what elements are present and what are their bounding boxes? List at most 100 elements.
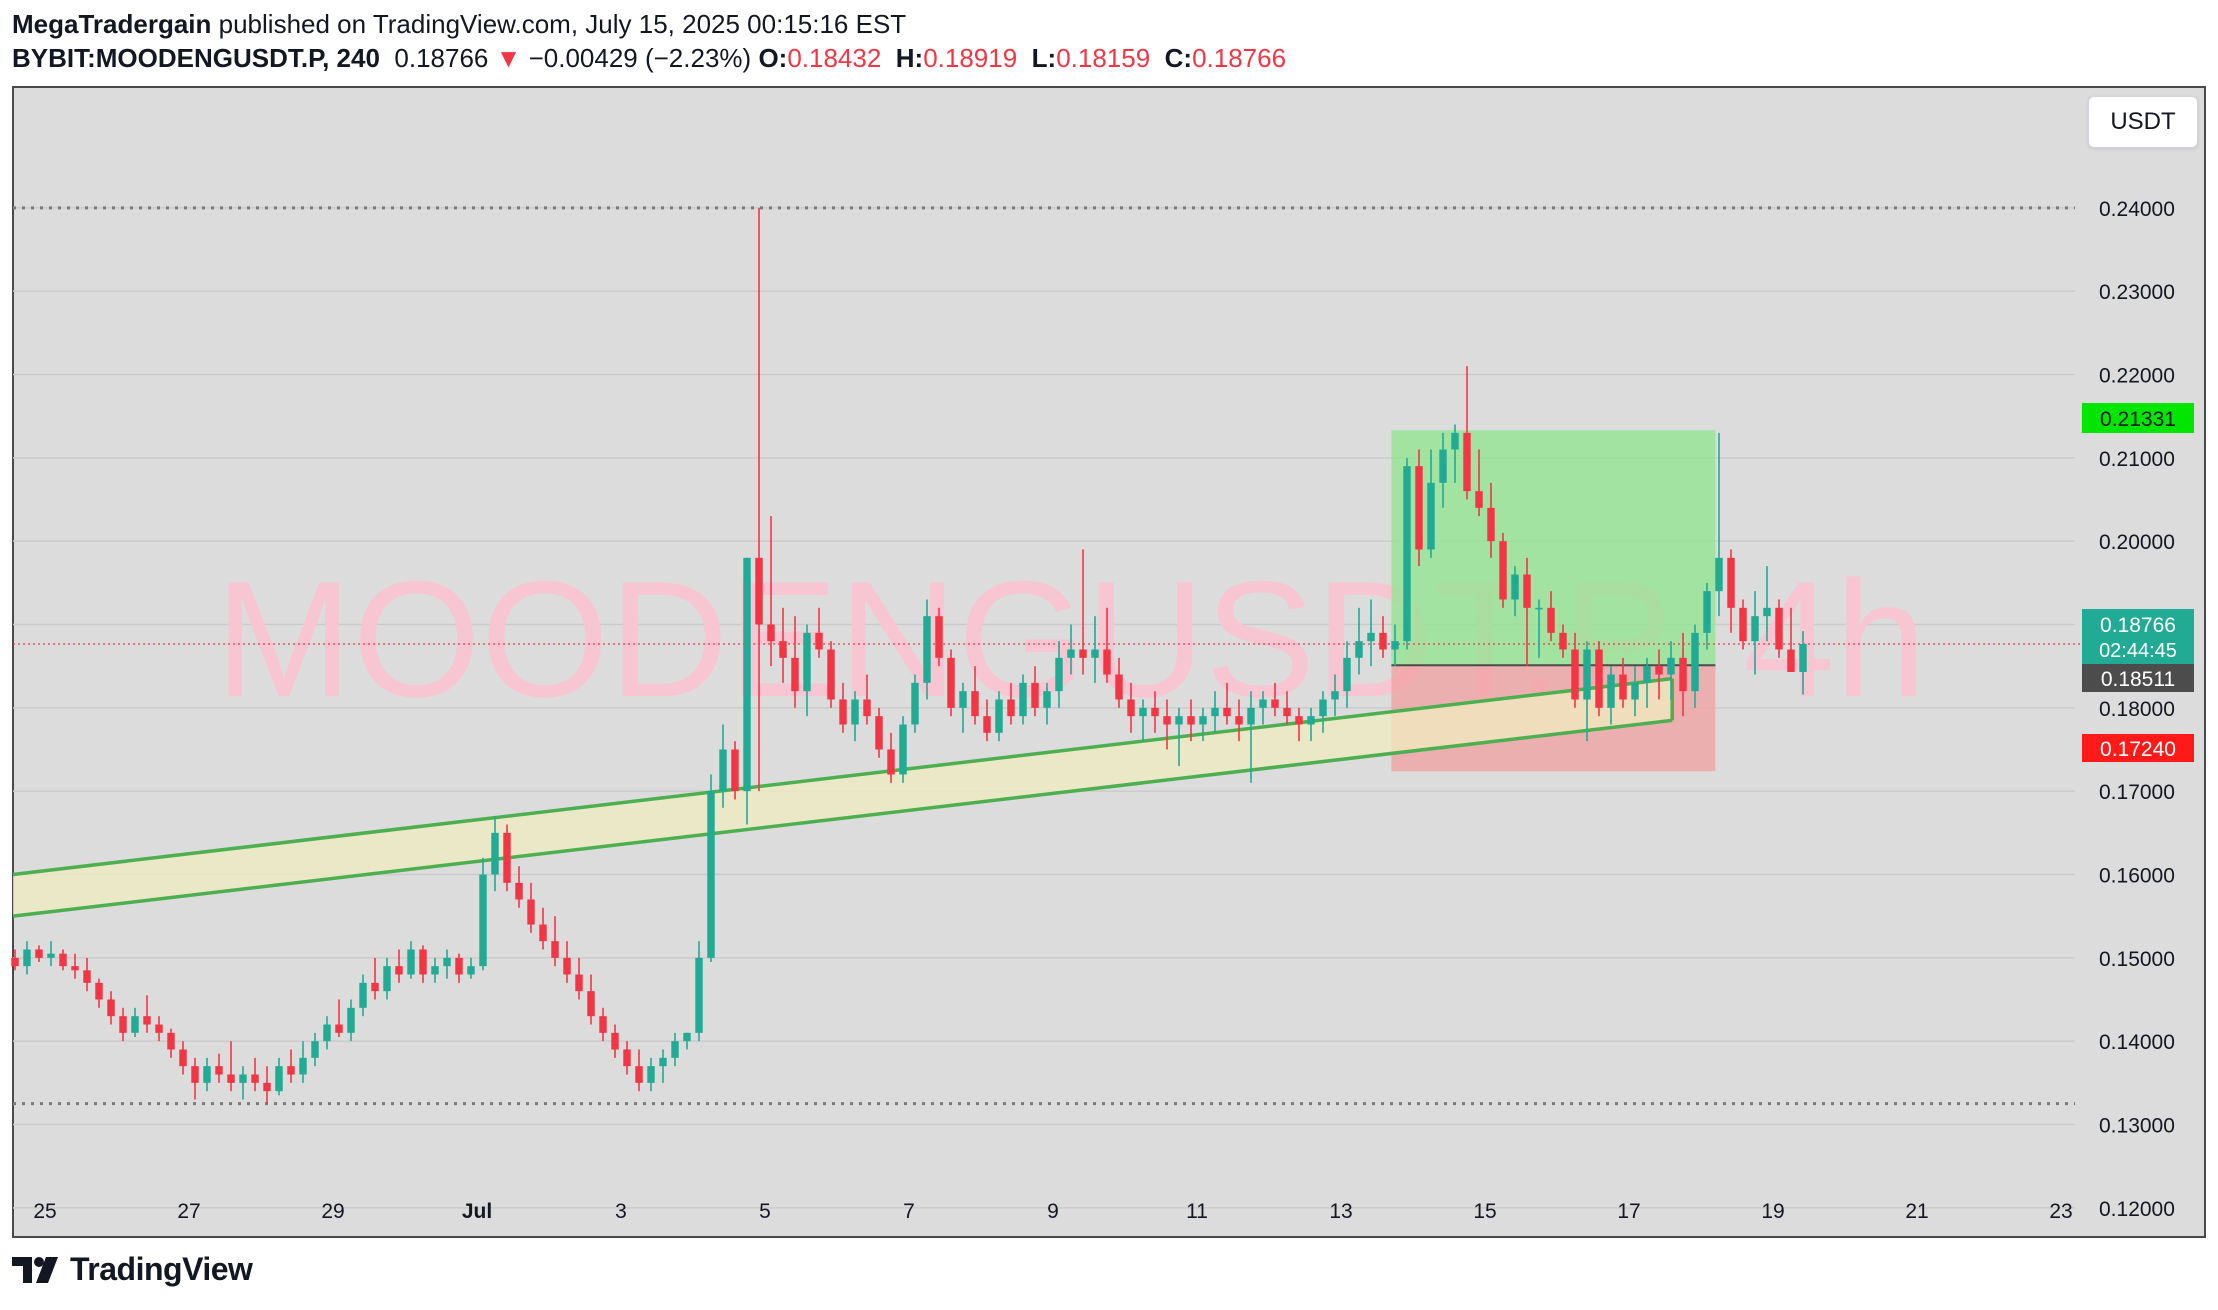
bearish-candle xyxy=(767,624,775,642)
bullish-candle xyxy=(311,1041,319,1058)
bullish-candle xyxy=(131,1016,139,1033)
bullish-candle xyxy=(1667,657,1675,675)
bullish-candle xyxy=(683,1032,691,1042)
tradingview-wordmark: TradingView xyxy=(70,1251,253,1287)
bullish-candle xyxy=(1319,699,1327,717)
bearish-candle xyxy=(755,557,763,625)
bearish-candle xyxy=(1115,674,1123,700)
bearish-candle xyxy=(1223,707,1231,717)
price-labels: 0.21331 0.18766 02:44:45 0.18511 0.17240 xyxy=(2082,403,2194,762)
bearish-candle xyxy=(827,649,835,700)
bearish-candle xyxy=(1415,466,1423,550)
entry-price-label: 0.18511 xyxy=(2101,668,2175,691)
bearish-candle xyxy=(1559,632,1567,650)
y-tick-label: 0.12000 xyxy=(2099,1198,2175,1221)
bearish-candle xyxy=(791,657,799,692)
x-tick-label: 9 xyxy=(1047,1200,1059,1223)
publish-text: published on TradingView.com, July 15, 2… xyxy=(218,9,907,39)
y-tick-label: 0.13000 xyxy=(2099,1115,2175,1138)
bullish-candle xyxy=(1427,482,1435,550)
bearish-candle xyxy=(551,941,559,958)
bearish-candle xyxy=(1739,607,1747,642)
bearish-candle xyxy=(587,991,595,1017)
bearish-candle xyxy=(839,699,847,725)
tradingview-logo[interactable]: TradingView xyxy=(12,1251,253,1288)
bearish-candle xyxy=(395,966,403,975)
channel-upper-line[interactable] xyxy=(12,676,1673,877)
author-name[interactable]: MegaTradergain xyxy=(12,9,212,39)
bullish-candle xyxy=(407,949,415,975)
bearish-candle xyxy=(1787,649,1795,672)
price-change: −0.00429 (−2.23%) xyxy=(528,43,752,73)
stop-label-bg xyxy=(2082,734,2194,762)
price-axis[interactable]: 0.240000.230000.220000.210000.200000.190… xyxy=(2099,198,2175,1221)
bullish-candle xyxy=(851,699,859,725)
ascending-channel[interactable] xyxy=(12,676,1674,918)
bearish-candle xyxy=(167,1032,175,1050)
bullish-candle xyxy=(323,1024,331,1042)
bearish-candle xyxy=(143,1016,151,1025)
channel-lower-line[interactable] xyxy=(12,718,1673,918)
current-label-bg xyxy=(2082,609,2194,667)
bullish-candle xyxy=(1511,574,1519,600)
bearish-candle xyxy=(623,1049,631,1067)
x-tick-label: 15 xyxy=(1473,1200,1496,1223)
bearish-candle xyxy=(1475,491,1483,508)
bullish-candle xyxy=(491,832,499,875)
close-value: 0.18766 xyxy=(1192,43,1287,73)
bearish-candle xyxy=(119,1016,127,1033)
bullish-candle xyxy=(1391,641,1399,650)
channel-fill xyxy=(13,678,1673,917)
current-price-label: 0.18766 xyxy=(2100,614,2176,637)
y-tick-label: 0.23000 xyxy=(2099,281,2175,304)
bearish-candle xyxy=(1523,574,1531,608)
currency-button[interactable]: USDT xyxy=(2088,96,2198,148)
bullish-candle xyxy=(695,957,703,1033)
bearish-candle xyxy=(59,953,67,967)
change-arrow-icon: ▼ xyxy=(495,43,522,73)
time-axis[interactable]: 25 27 29 Jul 3 5 7 9 11 13 15 17 19 21 23 xyxy=(33,1200,2072,1223)
bullish-candle xyxy=(1607,674,1615,708)
y-tick-label: 0.22000 xyxy=(2099,365,2175,388)
bearish-candle xyxy=(815,632,823,650)
x-tick-label: 21 xyxy=(1905,1200,1928,1223)
bullish-candle xyxy=(959,691,967,708)
bullish-candle xyxy=(47,953,55,958)
x-tick-label: Jul xyxy=(462,1200,492,1223)
bullish-candle xyxy=(443,957,451,967)
bullish-candle xyxy=(1067,649,1075,658)
bullish-candle xyxy=(911,682,919,725)
bearish-candle xyxy=(215,1066,223,1075)
target-label-bg xyxy=(2082,403,2194,433)
bearish-candle xyxy=(107,999,115,1017)
x-tick-label: 19 xyxy=(1761,1200,1784,1223)
bullish-candle xyxy=(995,699,1003,733)
bullish-candle xyxy=(719,749,727,792)
publish-info: MegaTradergain published on TradingView.… xyxy=(12,8,906,40)
bullish-candle xyxy=(1703,591,1711,633)
y-tick-label: 0.16000 xyxy=(2099,865,2175,888)
bullish-candle xyxy=(1019,682,1027,717)
symbol-title[interactable]: BYBIT:MOODENGUSDT.P, 240 xyxy=(12,43,380,73)
bullish-candle xyxy=(479,874,487,967)
bullish-candle xyxy=(1055,657,1063,692)
bearish-candle xyxy=(599,1016,607,1033)
x-tick-label: 3 xyxy=(615,1200,627,1223)
bearish-candle xyxy=(935,616,943,658)
bullish-candle xyxy=(1583,649,1591,700)
bullish-candle xyxy=(1355,641,1363,658)
bearish-candle xyxy=(71,966,79,971)
bearish-candle xyxy=(35,949,43,958)
bearish-candle xyxy=(1727,557,1735,608)
bullish-candle xyxy=(1643,666,1651,683)
x-tick-label: 5 xyxy=(759,1200,771,1223)
bullish-candle xyxy=(671,1041,679,1058)
bearish-candle xyxy=(263,1082,271,1092)
x-tick-label: 25 xyxy=(33,1200,56,1223)
y-tick-label: 0.17000 xyxy=(2099,781,2175,804)
bearish-candle xyxy=(1187,716,1195,725)
bullish-candle xyxy=(1307,716,1315,725)
y-tick-label: 0.18000 xyxy=(2099,698,2175,721)
bearish-candle xyxy=(1283,707,1291,717)
